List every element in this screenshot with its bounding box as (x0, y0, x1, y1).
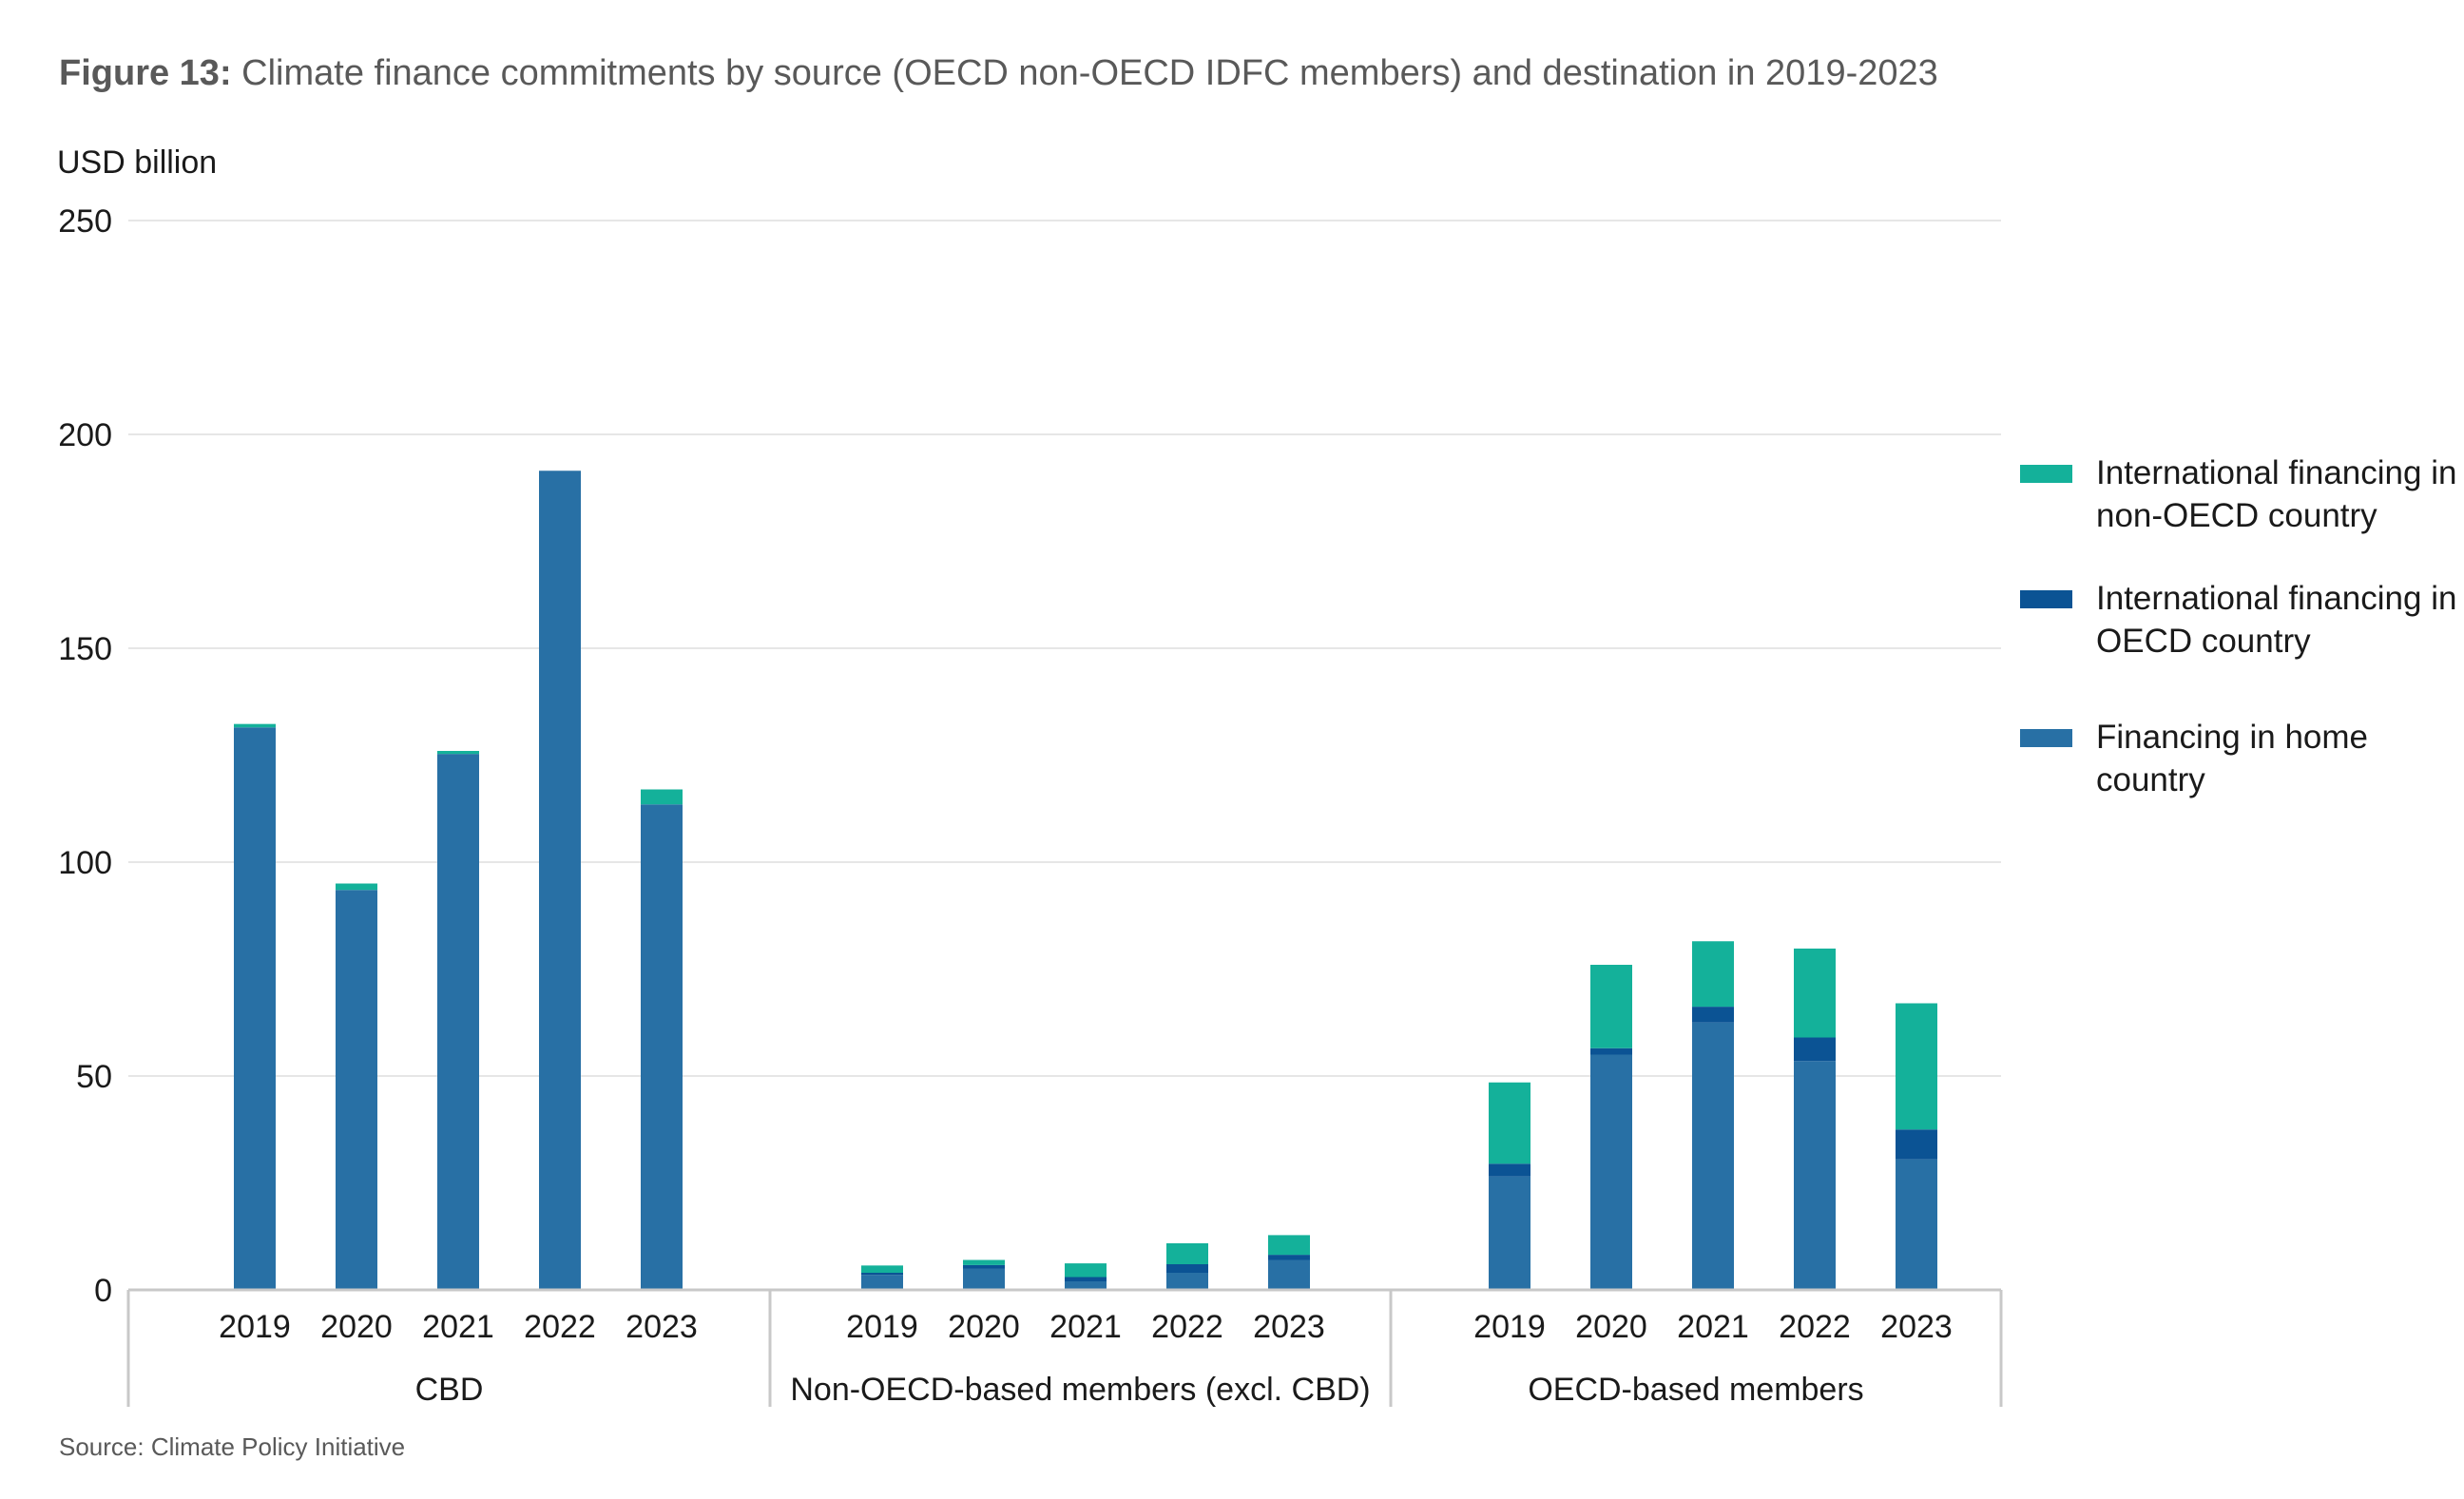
bar-segment-nonoecd (861, 1265, 903, 1273)
figure-number: Figure 13: (59, 53, 232, 93)
bar-segment-nonoecd (1166, 1242, 1208, 1264)
bar-segment-nonoecd (1896, 1003, 1937, 1130)
bar-segment-oecd (1590, 1047, 1632, 1055)
bar-segment-nonoecd (1692, 941, 1734, 1008)
bar-segment-oecd (963, 1264, 1005, 1269)
bar-segment-nonoecd (1794, 948, 1836, 1038)
bar-segment-oecd (1065, 1277, 1107, 1281)
bars (234, 471, 1937, 1290)
y-tick-label: 50 (76, 1059, 112, 1095)
bar-segment-oecd (1896, 1129, 1937, 1160)
x-tick-label: 2019 (219, 1309, 291, 1345)
group-label: Non-OECD-based members (excl. CBD) (790, 1372, 1370, 1408)
bar-segment-home (1166, 1273, 1208, 1290)
y-axis-label: USD billion (57, 144, 217, 181)
x-tick-label: 2020 (948, 1309, 1020, 1345)
bar-segment-oecd (1268, 1255, 1310, 1260)
bar-segment-nonoecd (641, 789, 683, 805)
bar-segment-nonoecd (1489, 1082, 1530, 1164)
bar-segment-oecd (1692, 1007, 1734, 1023)
bar-segment-home (539, 471, 581, 1290)
legend-label-oecd: International financing in OECD country (2096, 580, 2457, 660)
bar-segment-home (437, 754, 479, 1290)
bar-segment-home (1590, 1054, 1632, 1290)
legend-swatch-home (2020, 729, 2072, 747)
group-label: OECD-based members (1528, 1372, 1863, 1408)
bar-segment-home (1794, 1061, 1836, 1290)
y-axis-ticks: 0 50 100 150 200 250 (58, 203, 112, 1309)
group-label: CBD (415, 1372, 484, 1408)
bar-segment-oecd (1794, 1037, 1836, 1062)
x-tick-label: 2022 (1779, 1309, 1851, 1345)
bar-segment-home (234, 727, 276, 1290)
y-tick-label: 250 (58, 203, 112, 240)
x-tick-label: 2023 (1253, 1309, 1325, 1345)
y-tick-label: 200 (58, 417, 112, 453)
bar-segment-home (861, 1275, 903, 1290)
x-tick-label: 2022 (1151, 1309, 1223, 1345)
bar-segment-oecd (1166, 1264, 1208, 1273)
chart-title: Figure 13: Climate finance commitments b… (59, 53, 1938, 94)
bar-segment-oecd (1489, 1163, 1530, 1177)
x-tick-label: 2021 (1677, 1309, 1749, 1345)
bar-segment-home (1268, 1259, 1310, 1290)
x-tick-label: 2023 (1880, 1309, 1953, 1345)
bar-segment-home (1692, 1022, 1734, 1290)
legend-label-home: Financing in home country (2096, 719, 2368, 798)
y-tick-label: 0 (94, 1273, 112, 1309)
bar-segment-oecd (861, 1273, 903, 1276)
y-tick-label: 100 (58, 845, 112, 881)
x-tick-label: 2023 (626, 1309, 698, 1345)
x-tick-label: 2021 (422, 1309, 494, 1345)
y-tick-label: 150 (58, 631, 112, 667)
x-axis: 2019 2020 2021 2022 2023 CBD 2019 2020 2021 2022 2… (126, 1288, 2003, 1408)
bar-segment-home (1896, 1159, 1937, 1290)
x-tick-label: 2019 (1473, 1309, 1546, 1345)
x-tick-label: 2021 (1049, 1309, 1122, 1345)
bar-segment-home (641, 804, 683, 1290)
source-note: Source: Climate Policy Initiative (59, 1432, 406, 1461)
x-tick-label: 2022 (524, 1309, 596, 1345)
legend-swatch-nonoecd (2020, 465, 2072, 483)
bar-segment-home (1065, 1281, 1107, 1290)
chart-title-text: Climate finance commitments by source (O… (231, 53, 1938, 93)
bar-segment-home (336, 890, 377, 1290)
legend-swatch-oecd (2020, 590, 2072, 608)
bar-segment-nonoecd (437, 751, 479, 755)
x-tick-label: 2019 (846, 1309, 918, 1345)
bar-segment-nonoecd (1268, 1235, 1310, 1256)
x-tick-label: 2020 (320, 1309, 393, 1345)
bar-segment-nonoecd (1590, 965, 1632, 1048)
bar-segment-nonoecd (234, 723, 276, 728)
bar-segment-nonoecd (1065, 1263, 1107, 1278)
bar-segment-nonoecd (336, 883, 377, 891)
bar-segment-home (1489, 1176, 1530, 1290)
bar-segment-home (963, 1268, 1005, 1290)
legend-label-nonoecd: International financing in non-OECD coun… (2096, 454, 2457, 534)
bar-segment-nonoecd (963, 1259, 1005, 1265)
x-tick-label: 2020 (1575, 1309, 1647, 1345)
